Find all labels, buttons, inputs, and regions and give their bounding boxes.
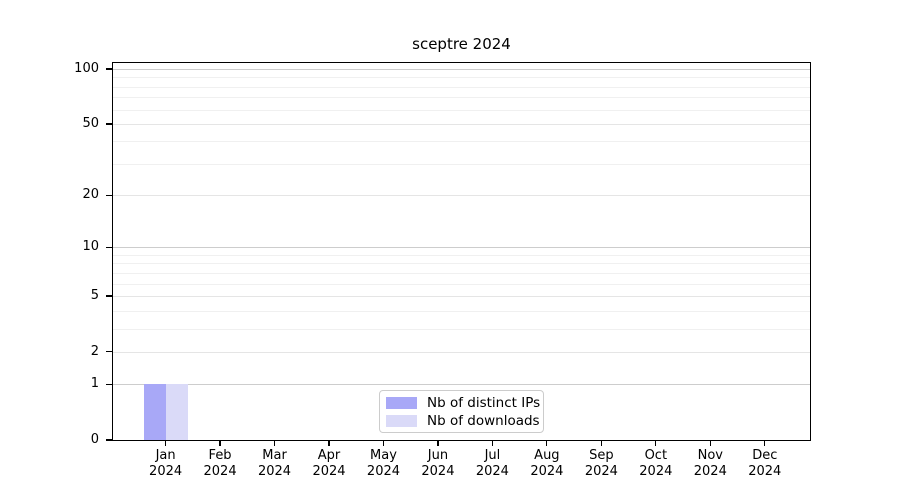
y-gridline-minor — [113, 97, 810, 99]
y-gridline-minor — [113, 283, 810, 285]
y-tick-label: 1 — [90, 376, 99, 392]
y-gridline-minor — [113, 77, 810, 79]
y-tick — [106, 439, 112, 441]
y-tick — [106, 351, 112, 353]
x-tick-label: Aug 2024 — [530, 448, 564, 479]
y-tick-label: 10 — [82, 239, 99, 255]
x-tick — [273, 441, 276, 446]
y-gridline-minor — [113, 254, 810, 256]
y-gridline-minor — [113, 328, 810, 330]
y-tick — [106, 295, 112, 297]
y-tick-label: 50 — [82, 115, 99, 131]
legend: Nb of distinct IPs Nb of downloads — [379, 390, 544, 433]
y-tick — [106, 123, 112, 125]
y-gridline-minor — [113, 141, 810, 143]
x-tick-label: Nov 2024 — [693, 448, 727, 479]
x-tick-label: Jan 2024 — [149, 448, 183, 479]
y-gridline-minor — [113, 310, 810, 312]
y-gridline-minor — [113, 109, 810, 111]
y-gridline-major — [113, 351, 810, 353]
x-tick — [219, 441, 221, 446]
y-tick-label: 0 — [90, 432, 99, 447]
x-tick — [655, 441, 657, 446]
x-tick — [709, 441, 711, 446]
x-tick-label: Feb 2024 — [203, 448, 237, 479]
y-gridline-major — [113, 123, 810, 125]
legend-label: Nb of downloads — [427, 412, 540, 429]
y-tick — [106, 246, 112, 248]
y-tick-label: 5 — [90, 287, 99, 303]
x-tick — [165, 441, 167, 446]
y-gridline-major — [113, 295, 810, 297]
legend-swatch — [386, 414, 417, 427]
y-gridline-minor — [113, 86, 810, 88]
y-gridline-minor — [113, 163, 810, 165]
y-gridline-major — [113, 69, 810, 70]
x-tick-label: Mar 2024 — [257, 448, 292, 479]
x-tick — [491, 441, 493, 446]
y-gridline-major — [113, 247, 810, 249]
y-tick — [106, 194, 112, 196]
y-gridline-major — [113, 195, 810, 197]
x-tick — [764, 441, 766, 446]
y-gridline-major — [113, 384, 810, 386]
y-tick-label: 2 — [90, 343, 99, 359]
x-tick-label: Sep 2024 — [584, 448, 618, 479]
legend-entry: Nb of downloads — [386, 413, 540, 429]
legend-entry: Nb of distinct IPs — [386, 395, 540, 411]
x-tick — [600, 441, 602, 446]
x-tick — [328, 441, 330, 446]
x-tick — [546, 441, 548, 446]
x-tick-label: May 2024 — [366, 448, 401, 479]
y-gridline-minor — [113, 272, 810, 274]
x-tick-label: Jul 2024 — [475, 448, 509, 479]
x-tick — [437, 441, 439, 446]
x-tick-label: Apr 2024 — [312, 448, 346, 479]
x-tick-label: Oct 2024 — [639, 448, 673, 479]
y-tick-label: 100 — [74, 61, 99, 76]
x-tick-label: Jun 2024 — [421, 448, 455, 479]
bar — [165, 384, 188, 440]
chart-title: sceptre 2024 — [412, 35, 511, 53]
x-tick-label: Dec 2024 — [748, 448, 782, 479]
bar — [143, 384, 166, 440]
legend-label: Nb of distinct IPs — [427, 394, 541, 411]
y-tick — [106, 68, 112, 70]
legend-swatch — [386, 396, 417, 409]
y-gridline-minor — [113, 263, 810, 265]
y-tick — [106, 383, 112, 385]
x-tick — [382, 441, 385, 446]
plot-area: Nb of distinct IPs Nb of downloads — [112, 62, 811, 441]
y-tick-label: 20 — [82, 187, 99, 203]
